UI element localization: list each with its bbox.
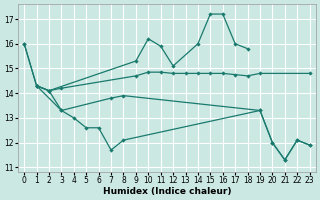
X-axis label: Humidex (Indice chaleur): Humidex (Indice chaleur)	[103, 187, 231, 196]
